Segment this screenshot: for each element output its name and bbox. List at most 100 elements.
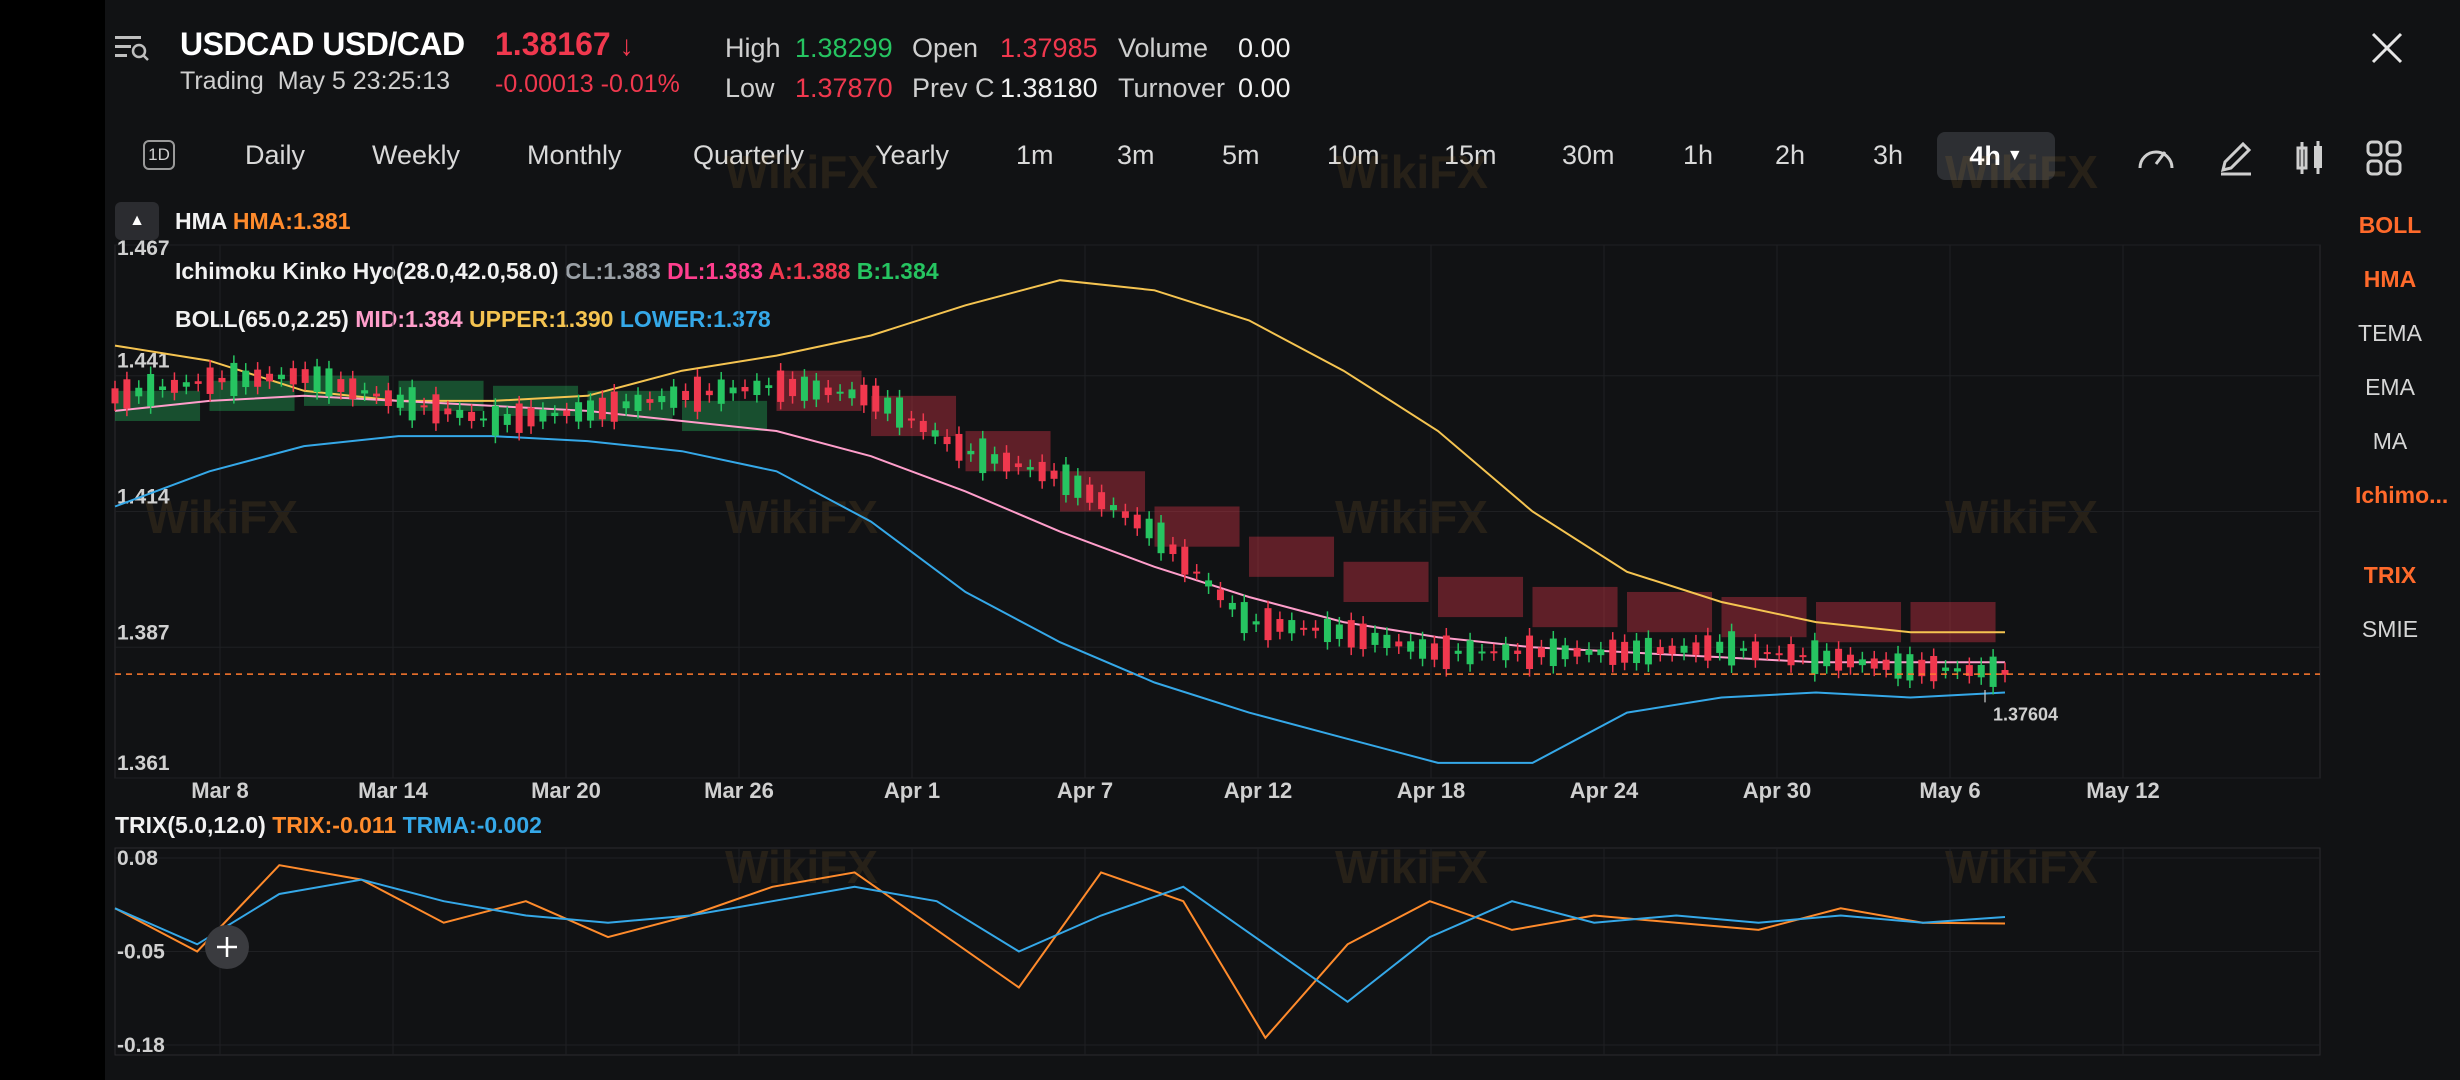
indicator-trix[interactable]: TRIX [2363, 562, 2417, 588]
indicator-ma[interactable]: MA [2372, 428, 2408, 454]
tf-quarterly[interactable]: Quarterly [693, 140, 805, 170]
candle-body [1930, 655, 1938, 682]
candle-body [1846, 654, 1854, 668]
tf-1m[interactable]: 1m [1016, 140, 1054, 170]
tf-daily[interactable]: Daily [245, 140, 306, 170]
candle-body [479, 418, 487, 421]
tf-3h[interactable]: 3h [1873, 140, 1904, 170]
day-calendar-icon[interactable]: 1D [143, 140, 175, 170]
candle-body [729, 387, 737, 394]
ichimoku-legend: Ichimoku Kinko Hyo(28.0,42.0,58.0) CL:1.… [175, 258, 939, 285]
candle-body [1478, 651, 1486, 654]
sub-y-tick-label: -0.05 [117, 941, 165, 964]
indicator-hma[interactable]: HMA [2363, 266, 2417, 292]
ichimoku-cloud-segment [1249, 536, 1335, 577]
x-tick-label: Apr 1 [884, 778, 940, 803]
candle-body [1656, 647, 1664, 654]
watermark: WikiFX [725, 491, 878, 543]
candle-body [254, 369, 262, 387]
candle-body [2001, 669, 2009, 675]
last-price: 1.38167 ↓ [495, 26, 634, 63]
ichimoku-cloud-segment [1154, 506, 1240, 547]
indicator-boll[interactable]: BOLL [2358, 212, 2422, 238]
candle-body [1419, 639, 1427, 659]
y-tick-label: 1.441 [117, 350, 170, 373]
candle-body [1371, 632, 1379, 645]
candle-body [1526, 635, 1534, 670]
candle-body [1692, 642, 1700, 655]
watermark: WikiFX [725, 841, 878, 893]
candle-body [1216, 589, 1224, 601]
ichimoku-name: Ichimoku Kinko Hyo(28.0,42.0,58.0) [175, 258, 559, 284]
collapse-legend-button[interactable]: ▲ [115, 202, 159, 240]
candle-body [955, 433, 963, 461]
high-value: 1.38299 [795, 33, 893, 63]
x-tick-label: Mar 8 [191, 778, 248, 803]
candle-body [1145, 518, 1153, 539]
candle-body [1466, 640, 1474, 665]
candle-body [800, 376, 808, 401]
candle-body [1193, 571, 1201, 574]
candle-body [396, 394, 404, 408]
close-icon[interactable] [2367, 28, 2407, 68]
candle-body [1335, 624, 1343, 639]
tf-10m[interactable]: 10m [1327, 140, 1380, 170]
menu-search-icon[interactable] [113, 30, 153, 66]
crosshair-plus-icon[interactable] [205, 925, 249, 969]
draw-pen-icon[interactable] [2215, 138, 2257, 178]
ichimoku-cloud-segment [1910, 602, 1996, 643]
x-tick-label: Apr 7 [1057, 778, 1113, 803]
candle-body [753, 380, 761, 396]
candle-body [301, 369, 309, 383]
candle-body [1835, 648, 1843, 671]
candle-body [610, 391, 618, 422]
candle-body [1121, 511, 1129, 518]
candle-body [1953, 668, 1961, 672]
tf-monthly[interactable]: Monthly [527, 140, 622, 170]
tf-30m[interactable]: 30m [1562, 140, 1615, 170]
candle-body [1918, 659, 1926, 677]
candle-body [836, 391, 844, 394]
watermark: WikiFX [1335, 491, 1488, 543]
candle-body [1787, 644, 1795, 666]
candle-body [1026, 467, 1034, 470]
tf-3m[interactable]: 3m [1117, 140, 1155, 170]
tf-15m[interactable]: 15m [1444, 140, 1497, 170]
tf-yearly[interactable]: Yearly [875, 140, 950, 170]
gauge-icon[interactable] [2135, 138, 2177, 178]
candle-body [789, 378, 797, 397]
status-text: Trading [180, 67, 264, 95]
indicator-tema[interactable]: TEMA [2358, 320, 2422, 346]
candle-body [361, 390, 369, 394]
candle-body [1561, 645, 1569, 660]
candle-type-icon[interactable] [2290, 138, 2332, 178]
turnover-value: 0.00 [1238, 73, 1291, 103]
tf-weekly[interactable]: Weekly [372, 140, 461, 170]
candle-body [1395, 641, 1403, 647]
candle-body [1894, 653, 1902, 679]
tf-4h-selected[interactable]: 4h ▼ [1937, 132, 2055, 180]
indicator-ema[interactable]: EMA [2365, 374, 2415, 400]
candle-body [575, 402, 583, 422]
watermark: WikiFX [725, 146, 878, 198]
symbol-title: USDCAD USD/CAD [180, 26, 465, 62]
boll-lower: LOWER:1.378 [619, 306, 771, 332]
candle-body [111, 388, 119, 404]
indicator-ichimoku[interactable]: Ichimo... [2355, 482, 2449, 508]
grid-layout-icon[interactable] [2363, 138, 2405, 178]
main-chart[interactable]: Mar 8 Mar 14 Mar 20 Mar 26 Apr 1 Apr 7 Apr 12 A… [105, 0, 2460, 1080]
tf-1h[interactable]: 1h [1683, 140, 1714, 170]
candle-body [1502, 644, 1510, 661]
tf-2h[interactable]: 2h [1775, 140, 1806, 170]
indicator-smie[interactable]: SMIE [2361, 616, 2419, 642]
trix-value: TRIX:-0.011 [272, 812, 397, 838]
high-label: High [725, 33, 781, 63]
open-value: 1.37985 [1000, 33, 1098, 63]
watermark: WikiFX [1945, 841, 2098, 893]
candle-body [634, 394, 642, 411]
candle-body [1728, 631, 1736, 666]
candle-body [206, 367, 214, 394]
candle-body [1062, 464, 1070, 496]
tf-5m[interactable]: 5m [1222, 140, 1260, 170]
x-tick-label: Mar 26 [704, 778, 774, 803]
